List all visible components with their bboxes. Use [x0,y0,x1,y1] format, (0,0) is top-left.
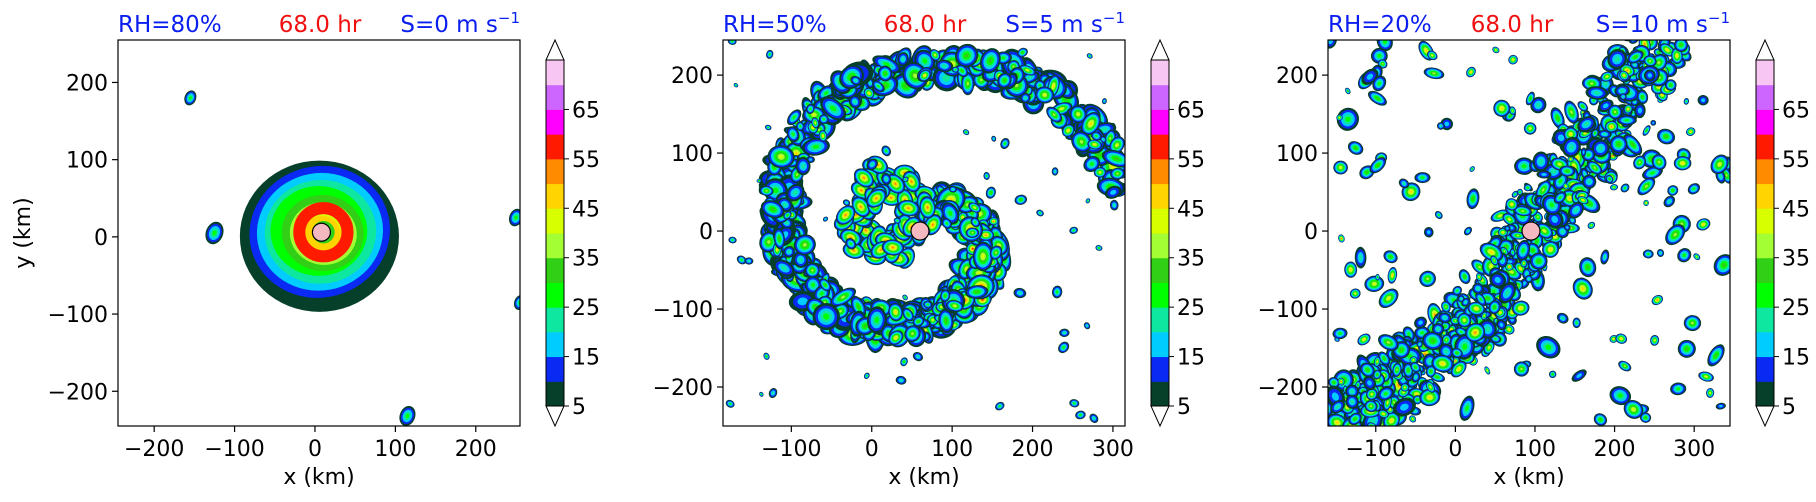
colorbar-tick-label: 5 [572,395,586,420]
colorbar-tick-label: 35 [572,247,600,272]
colorbar-tick-label: 15 [572,346,600,371]
colorbar-segment [546,134,564,159]
colorbar-segment [546,282,564,307]
colorbar-tick-label: 65 [572,98,600,123]
panel-2-title-right: S=5 m s−1 [1005,9,1125,38]
panel-1-plot-area [182,89,528,429]
y-tick-label: 0 [94,226,108,251]
colorbar-tick-label: 45 [572,197,600,222]
panel-1: RH=80% 68.0 hr S=0 m s−1 −200 −100 0 100 200… [11,9,600,490]
colorbar-segment [546,60,564,85]
panel-1-storm-center-marker [312,223,330,241]
colorbar-segment [546,109,564,134]
colorbar-segment [546,208,564,233]
x-tick-label: 0 [308,437,322,462]
colorbar-extend-min [546,406,564,426]
y-tick-label: −100 [48,303,108,328]
panel-1-xlabel: x (km) [283,465,354,490]
panel-2-reflectivity-cell [1126,170,1131,175]
colorbar-segment [546,307,564,332]
colorbar-tick-label: 55 [572,148,600,173]
panel-2-reflectivity-cell [1128,171,1130,173]
colorbar-extend-max [546,40,564,60]
panel-1-ylabel: y (km) [11,197,36,268]
colorbar-tick-label: 25 [572,296,600,321]
x-tick-label: −100 [204,437,264,462]
colorbar-segment [546,258,564,283]
panel-2-title-center: 68.0 hr [884,12,967,38]
colorbar-segment [546,332,564,357]
panel-2-title-left: RH=50% [723,12,827,38]
panel-1-title-left: RH=80% [118,12,222,38]
panel-1-title-right-base: S=0 m s [400,12,498,38]
y-tick-label: 100 [66,149,108,174]
panel-2-plot-area [724,37,1136,425]
panel-1-colorbar: 5 15 25 35 45 55 65 [546,40,600,426]
x-tick-label: −200 [124,437,184,462]
x-tick-label: 100 [374,437,416,462]
x-tick-label: 200 [455,437,497,462]
colorbar-segment [546,85,564,110]
panel-2-reflectivity-cell [1125,169,1132,175]
panel-1-title-center: 68.0 hr [279,12,362,38]
panel-2-reflectivity-cell [1127,170,1131,173]
panel-2-title-right-sup: −1 [1103,9,1125,27]
colorbar-segment [546,159,564,184]
panel-1-title-right-sup: −1 [498,9,520,27]
panel-2-reflectivity-cell [1125,168,1133,176]
y-tick-label: 200 [66,71,108,96]
colorbar-segment [546,357,564,382]
panel-1-title-right: S=0 m s−1 [400,9,520,38]
colorbar-segment [546,233,564,258]
colorbar-segment [546,184,564,209]
panel-2-title-right-base: S=5 m s [1005,12,1103,38]
y-tick-label: −200 [48,380,108,405]
colorbar-segment [546,381,564,406]
panel-2-reflectivity-cell [993,220,995,222]
